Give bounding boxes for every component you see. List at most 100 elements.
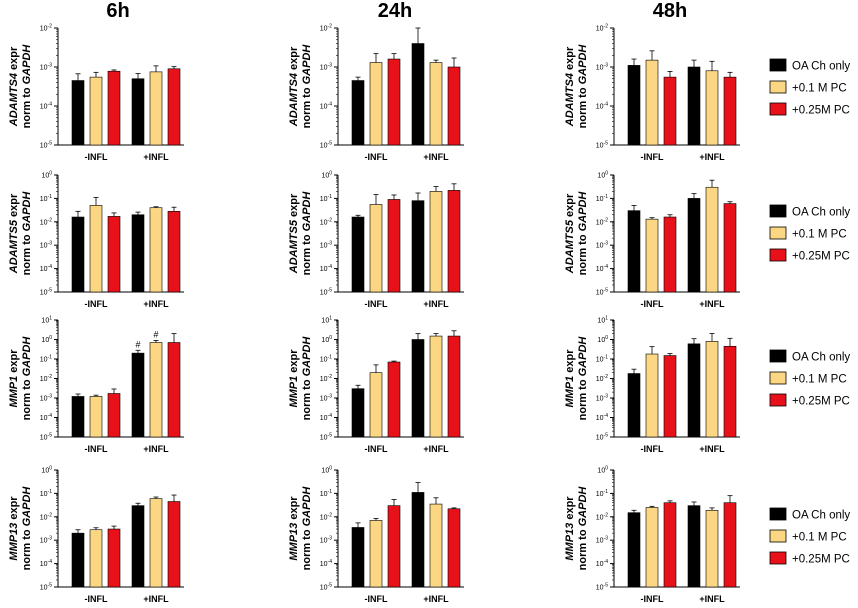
x-category-label: +INFL (423, 299, 449, 309)
x-category-label: +INFL (699, 444, 725, 454)
bar (663, 502, 677, 588)
legend-row-1: OA Ch only +0.1 M PC +0.25M PC (769, 204, 850, 263)
bar (723, 502, 737, 588)
x-category-label: +INFL (699, 299, 725, 309)
bar (167, 211, 181, 293)
bar (687, 198, 701, 293)
bar (71, 532, 85, 588)
y-tick-label: 10-5 (320, 141, 332, 150)
x-category-label: -INFL (641, 152, 664, 162)
legend-label: +0.1 M PC (792, 374, 847, 386)
y-tick-label: 10-4 (596, 264, 608, 273)
y-tick-mantissa: 10 (596, 376, 604, 383)
y-axis-label-text: expr (288, 46, 300, 73)
y-tick-label: 100 (41, 171, 52, 180)
bar (387, 199, 401, 293)
y-tick-exponent: -5 (328, 583, 333, 589)
y-tick-label: 10-3 (596, 63, 608, 72)
y-tick-exponent: 0 (605, 466, 608, 472)
y-tick-label: 10-1 (320, 194, 332, 203)
y-axis-label-line2: norm to GAPDH (21, 336, 33, 421)
bar (447, 190, 461, 293)
y-axis-label-gene: MMP13 (564, 523, 576, 561)
y-axis-label-gene: GAPDH (301, 44, 313, 85)
x-category-label: -INFL (365, 444, 388, 454)
y-tick-exponent: -1 (604, 194, 609, 200)
bar (387, 361, 401, 438)
y-tick-exponent: 0 (605, 335, 608, 341)
bar (411, 43, 425, 146)
y-axis-label: MMP13 expr (8, 496, 20, 561)
bar (663, 355, 677, 438)
bar (71, 396, 85, 438)
y-tick-label: 100 (597, 466, 608, 475)
y-tick-mantissa: 10 (596, 396, 604, 403)
y-tick-exponent: 1 (49, 316, 52, 322)
y-tick-exponent: -3 (604, 536, 609, 542)
y-tick-label: 100 (321, 466, 332, 475)
y-tick-exponent: -5 (604, 583, 609, 589)
y-tick-mantissa: 10 (596, 219, 604, 226)
y-tick-mantissa: 10 (596, 415, 604, 422)
y-tick-exponent: -4 (48, 559, 53, 565)
y-axis-label-line2: norm to GAPDH (301, 336, 313, 421)
y-axis-label: ADAMTS4 expr (564, 46, 576, 127)
y-tick-exponent: 0 (329, 466, 332, 472)
legend-label: +0.25M PC (792, 251, 850, 263)
y-tick-label: 10-2 (596, 512, 608, 521)
y-tick-mantissa: 10 (41, 173, 49, 180)
x-category-label: -INFL (85, 152, 108, 162)
y-axis-label-text: expr (288, 496, 300, 523)
y-tick-exponent: -4 (48, 264, 53, 270)
y-tick-mantissa: 10 (320, 491, 328, 498)
x-category-label: +INFL (423, 594, 449, 604)
bar (723, 203, 737, 293)
bar (627, 210, 641, 293)
bar (723, 76, 737, 146)
x-category-label: -INFL (85, 299, 108, 309)
y-tick-exponent: -5 (328, 433, 333, 439)
legend-label: OA Ch only (792, 352, 850, 364)
y-tick-mantissa: 10 (596, 491, 604, 498)
y-tick-mantissa: 10 (40, 143, 48, 150)
y-tick-label: 10-4 (40, 559, 52, 568)
y-tick-label: 10-5 (40, 433, 52, 442)
y-tick-exponent: -5 (328, 141, 333, 147)
y-axis-label: MMP13 expr (288, 496, 300, 561)
bar (71, 216, 85, 293)
legend-swatch (769, 551, 787, 565)
y-tick-exponent: -2 (328, 24, 333, 30)
y-axis-label-gene: ADAMTS5 (564, 219, 576, 274)
bar (131, 352, 145, 438)
y-tick-label: 10-5 (596, 288, 608, 297)
bar (107, 528, 121, 588)
y-tick-mantissa: 10 (321, 468, 329, 475)
y-tick-mantissa: 10 (320, 376, 328, 383)
y-tick-mantissa: 10 (596, 290, 604, 297)
y-tick-label: 10-4 (596, 102, 608, 111)
y-axis-label-text: expr (564, 349, 576, 376)
y-tick-label: 10-2 (320, 512, 332, 521)
bar (705, 186, 719, 293)
y-tick-exponent: -2 (328, 512, 333, 518)
y-tick-exponent: 0 (329, 335, 332, 341)
bar (167, 501, 181, 588)
y-tick-label: 10-4 (596, 559, 608, 568)
y-tick-mantissa: 10 (320, 143, 328, 150)
bar (663, 216, 677, 293)
legend-label: +0.1 M PC (792, 83, 847, 95)
y-tick-label: 100 (41, 335, 52, 344)
y-tick-mantissa: 10 (41, 337, 49, 344)
y-tick-mantissa: 10 (320, 196, 328, 203)
y-tick-label: 10-3 (40, 394, 52, 403)
y-tick-label: 10-2 (596, 374, 608, 383)
y-axis-label-gene: ADAMTS4 (8, 73, 20, 127)
bar (351, 80, 365, 146)
bar (411, 339, 425, 438)
y-axis-label-gene: MMP13 (8, 523, 20, 561)
y-tick-mantissa: 10 (596, 65, 604, 72)
bar (131, 214, 145, 293)
y-tick-mantissa: 10 (320, 435, 328, 442)
y-tick-label: 10-5 (40, 288, 52, 297)
